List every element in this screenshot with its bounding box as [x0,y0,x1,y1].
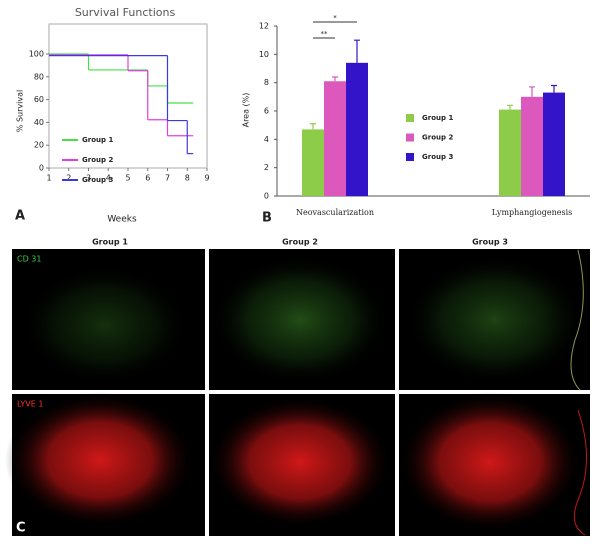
image-texture [405,255,585,385]
x-tick-label: 2 [66,174,71,183]
panel-label: A [15,209,25,224]
row-label: CD 31 [17,255,41,264]
bar [521,96,543,196]
legend-label: Group 2 [422,134,453,142]
image-texture [570,249,584,391]
row-label: LYVE 1 [17,400,43,409]
image-texture [20,265,190,385]
x-tick-label: 5 [125,174,130,183]
legend-label: Group 1 [82,136,113,144]
error-bar [529,86,535,97]
bar [302,129,324,196]
panel-label: B [262,211,272,226]
legend-swatch [406,153,414,161]
x-tick-label: 9 [204,174,209,183]
error-bar [507,104,513,110]
column-title: Group 2 [282,238,318,247]
plot-frame [48,23,208,169]
y-tick-label: 100 [29,50,44,59]
chart-title: Survival Functions [75,6,176,19]
y-tick-label: 40 [34,118,44,127]
panel-label: C [16,521,26,536]
image-texture [398,392,582,532]
y-tick-label: 6 [264,107,269,116]
bar [346,62,368,197]
image-grid: C [5,249,590,536]
significance-label: * [333,14,337,22]
x-tick-label: 7 [165,174,170,183]
y-tick-label: 0 [264,192,269,201]
legend-label: Group 3 [422,153,453,161]
error-bar [354,39,360,63]
legend-swatch [406,114,414,122]
error-bar [551,84,557,93]
y-axis-label: Area (%) [242,93,251,128]
x-axis-label: Weeks [107,215,137,225]
x-tick-label: 3 [86,174,91,183]
y-tick-label: 60 [34,95,44,104]
bar [543,92,565,196]
error-bar [310,123,316,130]
image-texture [208,396,392,528]
y-tick-label: 4 [264,135,269,144]
x-tick-label: 8 [185,174,190,183]
legend-swatch [406,133,414,142]
legend-label: Group 1 [422,114,453,122]
y-tick-label: 10 [259,50,269,59]
image-texture [5,392,195,528]
x-tick-label: Neovascularization [296,208,374,217]
bar [499,109,521,196]
y-tick-label: 8 [264,78,269,87]
column-title: Group 3 [472,238,508,247]
bar [324,81,346,196]
y-tick-label: 20 [34,141,44,150]
error-bar [332,76,338,82]
image-texture [210,255,390,385]
x-tick-label: 1 [46,174,51,183]
y-tick-label: 2 [264,163,269,172]
significance-label: ** [321,30,329,38]
column-title: Group 1 [92,238,128,247]
legend-label: Group 2 [82,156,113,164]
image-texture [573,409,587,536]
x-tick-label: 4 [106,174,111,183]
y-axis-label: % Survival [16,90,25,132]
x-tick-label: 6 [145,174,150,183]
legend-label: Group 3 [82,176,113,184]
y-tick-label: 12 [259,22,269,31]
y-tick-label: 80 [34,72,44,81]
x-tick-label: Lymphangiogenesis [492,208,572,217]
y-tick-label: 0 [39,164,44,173]
